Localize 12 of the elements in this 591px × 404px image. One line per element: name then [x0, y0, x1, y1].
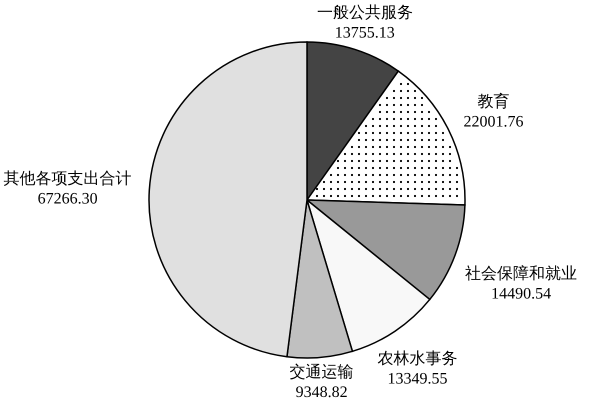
slice-label: 社会保障和就业	[465, 264, 578, 283]
data-label: 13349.55	[387, 370, 448, 388]
slice-label: 教育	[477, 92, 510, 110]
slice-label: 交通运输	[290, 363, 354, 382]
slice-label: 农林水事务	[377, 350, 458, 368]
data-label: 22001.76	[463, 113, 524, 130]
data-label: 9348.82	[296, 384, 348, 402]
slice-label: 其他各项支出合计	[4, 170, 132, 188]
data-label: 13755.13	[334, 24, 395, 42]
slice-label: 一般公共服务	[316, 3, 413, 22]
data-label: 14490.54	[491, 286, 552, 303]
data-label: 67266.30	[38, 190, 98, 208]
